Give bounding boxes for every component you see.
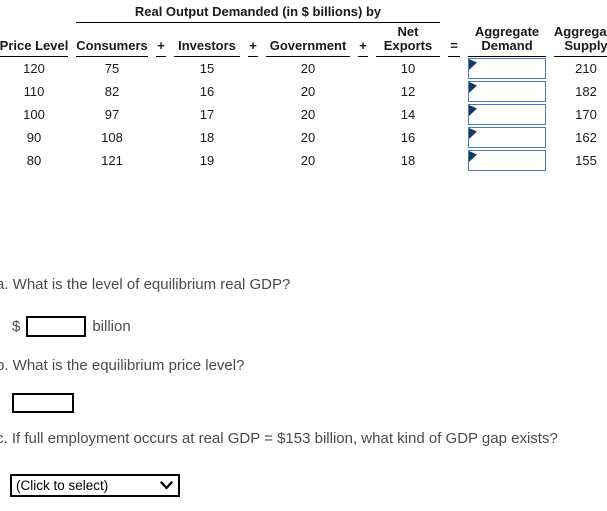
- aggregate-demand-cell: [468, 127, 546, 148]
- government-value: 20: [300, 61, 316, 76]
- column-header-aggregate-supply: Aggregate Supply: [554, 23, 607, 57]
- investors-value: 18: [199, 130, 215, 145]
- net-exports-value: 18: [400, 153, 416, 168]
- question-b-text: b. What is the equilibrium price level?: [0, 357, 245, 374]
- table-row: 90 108 18 20 16 162: [0, 126, 607, 149]
- group-header: Real Output Demanded (in $ billions) by: [76, 0, 440, 23]
- column-header-plus: +: [358, 23, 368, 57]
- investors-value: 15: [199, 61, 215, 76]
- equilibrium-gdp-input[interactable]: [26, 316, 87, 337]
- aggregate-demand-cell: [468, 81, 546, 102]
- aggregate-demand-input[interactable]: [469, 105, 545, 124]
- consumers-value: 82: [104, 84, 120, 99]
- aggregate-supply-value: 182: [575, 84, 597, 99]
- table-group-header-row: Real Output Demanded (in $ billions) by: [0, 0, 607, 23]
- aggregate-supply-value: 210: [575, 61, 597, 76]
- question-c-text: c. If full employment occurs at real GDP…: [0, 430, 558, 447]
- consumers-value: 108: [101, 130, 123, 145]
- price-level-value: 100: [23, 107, 45, 122]
- select-current-value: (Click to select): [16, 478, 109, 493]
- aggregate-supply-value: 170: [575, 107, 597, 122]
- column-header-plus: +: [156, 23, 166, 57]
- price-level-value: 90: [26, 130, 42, 145]
- aggregate-demand-input[interactable]: [469, 82, 545, 101]
- aggregate-demand-supply-table: Real Output Demanded (in $ billions) by …: [0, 0, 607, 172]
- table-row: 120 75 15 20 10 210: [0, 57, 607, 80]
- consumers-value: 97: [104, 107, 120, 122]
- aggregate-supply-value: 155: [575, 153, 597, 168]
- chevron-down-icon: [160, 481, 173, 490]
- price-level-value: 120: [23, 61, 45, 76]
- net-exports-value: 12: [400, 84, 416, 99]
- aggregate-supply-value: 162: [575, 130, 597, 145]
- investors-value: 16: [199, 84, 215, 99]
- consumers-value: 75: [104, 61, 120, 76]
- price-level-value: 110: [23, 84, 45, 99]
- table-header-row: Price Level Consumers + Investors + Gove…: [0, 23, 607, 57]
- aggregate-demand-cell: [468, 58, 546, 79]
- dollar-sign-label: $: [12, 318, 21, 335]
- table-row: 80 121 19 20 18 155: [0, 149, 607, 172]
- column-header-price-level: Price Level: [0, 23, 68, 57]
- government-value: 20: [300, 153, 316, 168]
- gdp-gap-select[interactable]: (Click to select): [10, 474, 180, 497]
- question-b-answer: [12, 393, 74, 413]
- consumers-value: 121: [101, 153, 123, 168]
- investors-value: 19: [199, 153, 215, 168]
- column-header-equals: =: [448, 23, 460, 57]
- aggregate-demand-cell: [468, 150, 546, 171]
- billion-label: billion: [92, 318, 131, 335]
- government-value: 20: [300, 130, 316, 145]
- government-value: 20: [300, 84, 316, 99]
- question-a-text: a. What is the level of equilibrium real…: [0, 276, 291, 293]
- net-exports-value: 14: [400, 107, 416, 122]
- equilibrium-price-level-input[interactable]: [12, 393, 74, 413]
- aggregate-demand-input[interactable]: [469, 59, 545, 78]
- net-exports-value: 10: [400, 61, 416, 76]
- column-header-plus: +: [248, 23, 258, 57]
- question-a-answer: $ billion: [12, 316, 131, 337]
- column-header-net-exports: Net Exports: [376, 23, 440, 57]
- government-value: 20: [300, 107, 316, 122]
- column-header-investors: Investors: [174, 23, 240, 57]
- aggregate-demand-input[interactable]: [469, 128, 545, 147]
- aggregate-demand-input[interactable]: [469, 151, 545, 170]
- table-row: 100 97 17 20 14 170: [0, 103, 607, 126]
- aggregate-demand-cell: [468, 104, 546, 125]
- table-row: 110 82 16 20 12 182: [0, 80, 607, 103]
- price-level-value: 80: [26, 153, 42, 168]
- column-header-aggregate-demand: Aggregate Demand: [468, 23, 546, 57]
- column-header-government: Government: [266, 23, 350, 57]
- column-header-consumers: Consumers: [76, 23, 148, 57]
- investors-value: 17: [199, 107, 215, 122]
- net-exports-value: 16: [400, 130, 416, 145]
